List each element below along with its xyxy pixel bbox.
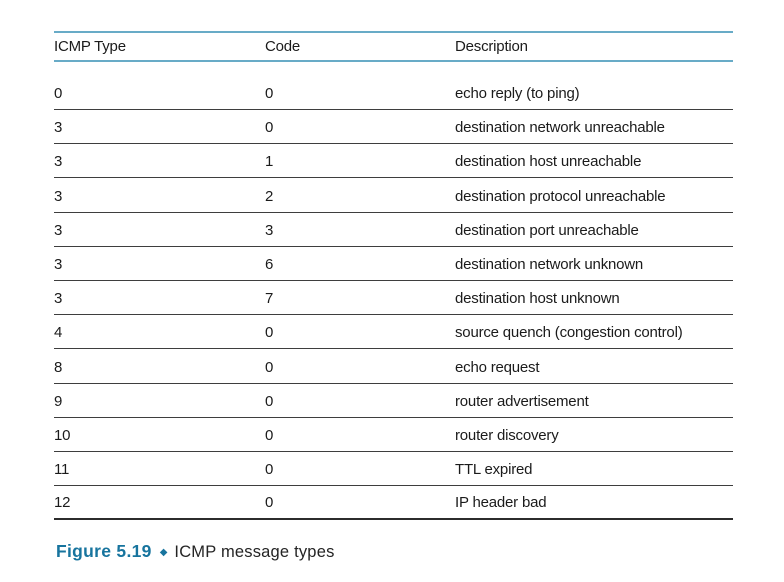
table-row: 3 2 destination protocol unreachable: [54, 178, 733, 213]
table-row: 3 0 destination network unreachable: [54, 110, 733, 145]
cell-code: 0: [265, 426, 274, 444]
table-row: 3 1 destination host unreachable: [54, 144, 733, 179]
cell-icmp-type: 0: [54, 85, 63, 102]
column-header-icmp-type: ICMP Type: [54, 38, 126, 55]
table-row: 4 0 source quench (congestion control): [54, 315, 733, 350]
table-body: 0 0 echo reply (to ping) 3 0 destination…: [54, 62, 733, 521]
cell-description: TTL expired: [455, 461, 533, 479]
cell-description: destination host unknown: [455, 290, 620, 308]
cell-description: destination network unreachable: [455, 119, 665, 137]
cell-description: destination protocol unreachable: [455, 187, 666, 205]
cell-icmp-type: 9: [54, 392, 63, 410]
icmp-table: ICMP Type Code Description 0 0 echo repl…: [54, 31, 733, 521]
figure-number-label: Figure 5.19: [56, 541, 152, 562]
table-row: 9 0 router advertisement: [54, 384, 733, 418]
diamond-icon: ◆: [159, 547, 168, 559]
cell-code: 1: [265, 153, 274, 171]
cell-description: destination port unreachable: [455, 221, 639, 239]
table-row: 10 0 router discovery: [54, 418, 733, 452]
table-row: 3 7 destination host unknown: [54, 281, 733, 316]
cell-code: 6: [265, 255, 274, 273]
table-row: 12 0 IP header bad: [54, 486, 733, 521]
cell-code: 0: [265, 119, 274, 137]
column-header-code: Code: [265, 38, 301, 55]
cell-code: 0: [265, 324, 274, 342]
cell-code: 0: [265, 494, 274, 512]
cell-code: 2: [265, 187, 274, 205]
cell-icmp-type: 3: [54, 119, 63, 137]
cell-icmp-type: 3: [54, 255, 63, 273]
icmp-message-types-figure: ICMP Type Code Description 0 0 echo repl…: [54, 31, 733, 562]
cell-description: destination network unknown: [455, 255, 644, 273]
cell-icmp-type: 8: [54, 358, 63, 376]
cell-code: 0: [265, 461, 274, 479]
cell-icmp-type: 4: [54, 324, 63, 342]
cell-code: 0: [265, 358, 274, 376]
table-header-row: ICMP Type Code Description: [54, 31, 733, 62]
table-row: 0 0 echo reply (to ping): [54, 62, 733, 110]
cell-code: 3: [265, 221, 274, 239]
cell-icmp-type: 12: [54, 494, 71, 512]
cell-icmp-type: 10: [54, 426, 71, 444]
table-row: 3 3 destination port unreachable: [54, 213, 733, 247]
table-row: 11 0 TTL expired: [54, 452, 733, 487]
column-header-description: Description: [455, 38, 528, 55]
caption-text: ICMP message types: [174, 543, 335, 562]
table-row: 3 6 destination network unknown: [54, 247, 733, 281]
cell-icmp-type: 3: [54, 187, 63, 205]
cell-description: echo request: [455, 358, 540, 376]
cell-icmp-type: 3: [54, 153, 63, 171]
cell-description: source quench (congestion control): [455, 324, 683, 342]
cell-description: destination host unreachable: [455, 153, 642, 171]
cell-code: 0: [265, 85, 274, 102]
cell-code: 0: [265, 392, 274, 410]
cell-description: echo reply (to ping): [455, 85, 580, 102]
cell-description: router discovery: [455, 426, 559, 444]
cell-description: router advertisement: [455, 392, 589, 410]
cell-icmp-type: 3: [54, 221, 63, 239]
cell-description: IP header bad: [455, 494, 547, 512]
cell-icmp-type: 11: [54, 461, 70, 479]
cell-icmp-type: 3: [54, 290, 63, 308]
table-row: 8 0 echo request: [54, 349, 733, 384]
figure-caption: Figure 5.19 ◆ ICMP message types: [56, 541, 733, 562]
cell-code: 7: [265, 290, 274, 308]
